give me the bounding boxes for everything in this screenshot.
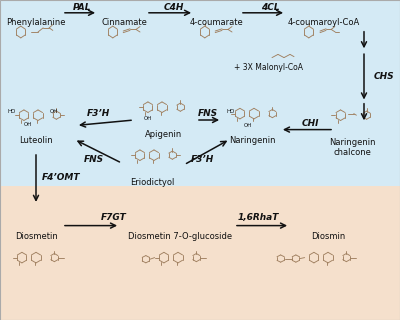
Text: Phenylalanine: Phenylalanine <box>6 18 66 27</box>
Text: HO: HO <box>226 109 235 114</box>
Text: Eriodictyol: Eriodictyol <box>130 178 174 187</box>
Text: 4-coumarate: 4-coumarate <box>189 18 243 27</box>
Text: F3’H: F3’H <box>86 109 110 118</box>
Text: Diosmin: Diosmin <box>311 232 345 241</box>
Text: F4’OMT: F4’OMT <box>42 173 80 182</box>
Text: Diosmetin: Diosmetin <box>15 232 57 241</box>
Text: CHI: CHI <box>301 119 319 128</box>
Text: FNS: FNS <box>198 109 218 118</box>
Text: OH: OH <box>244 123 252 128</box>
Text: FNS: FNS <box>84 156 104 164</box>
Text: + 3X Malonyl-CoA: + 3X Malonyl-CoA <box>234 63 302 72</box>
Text: 4CL: 4CL <box>261 4 279 12</box>
Text: Naringenin: Naringenin <box>229 136 275 145</box>
Text: 4-coumaroyl-CoA: 4-coumaroyl-CoA <box>288 18 360 27</box>
Text: OH: OH <box>144 116 152 122</box>
Text: Apigenin: Apigenin <box>145 130 183 139</box>
Text: Cinnamate: Cinnamate <box>101 18 147 27</box>
Text: Naringenin
chalcone: Naringenin chalcone <box>329 138 375 157</box>
Text: HO: HO <box>8 109 16 114</box>
Text: F3’H: F3’H <box>190 156 214 164</box>
Bar <box>0 0 400 186</box>
Text: F7GT: F7GT <box>101 213 127 222</box>
Text: OH: OH <box>24 122 32 127</box>
Text: Diosmetin 7-O-glucoside: Diosmetin 7-O-glucoside <box>128 232 232 241</box>
Text: Luteolin: Luteolin <box>19 136 53 145</box>
Bar <box>0 186 400 320</box>
Text: C4H: C4H <box>164 4 184 12</box>
Text: 1,6RhaT: 1,6RhaT <box>237 213 279 222</box>
Text: CHS: CHS <box>374 72 395 81</box>
Text: OH: OH <box>50 109 58 114</box>
Text: PAL: PAL <box>73 4 91 12</box>
